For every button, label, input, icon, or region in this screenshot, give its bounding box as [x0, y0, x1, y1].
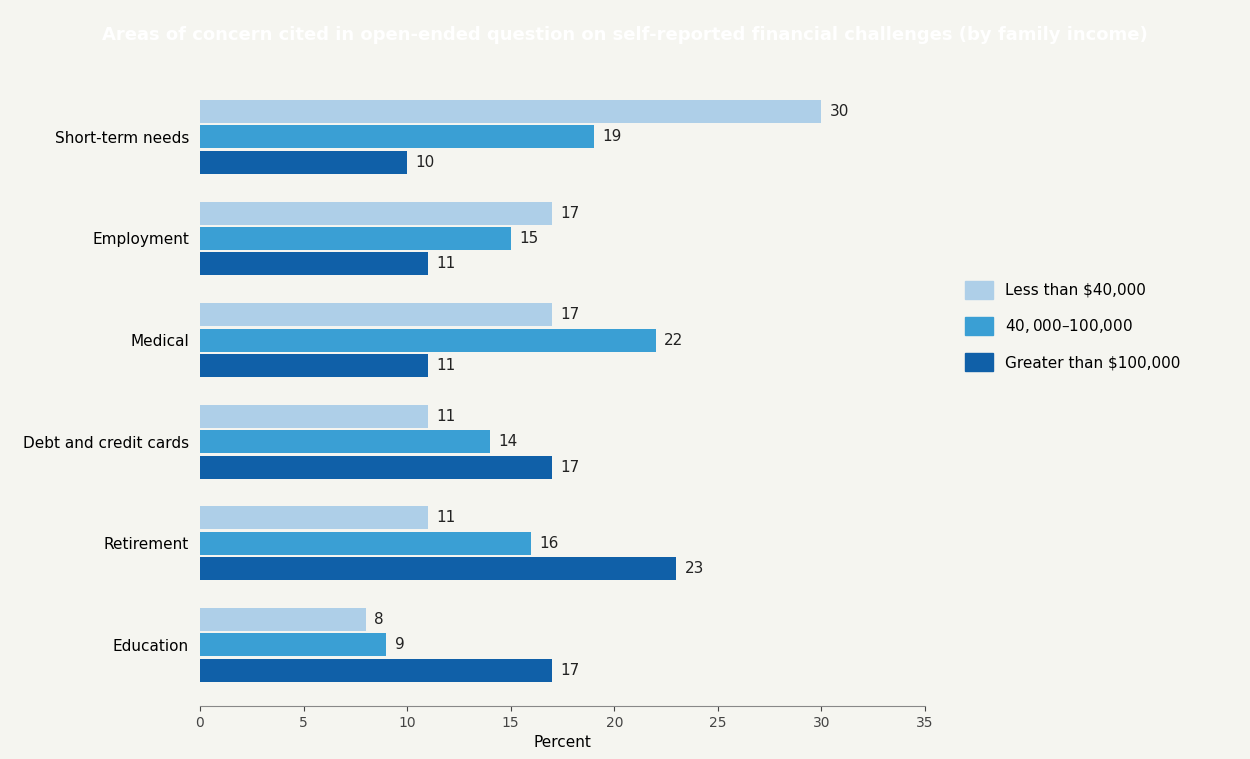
Text: 15: 15 — [519, 231, 539, 246]
Bar — [200, 532, 531, 555]
Bar — [200, 125, 594, 148]
Bar — [200, 253, 428, 276]
Text: 11: 11 — [436, 510, 455, 525]
Bar — [200, 634, 386, 657]
Text: 17: 17 — [560, 206, 580, 221]
Bar — [200, 608, 366, 631]
Bar — [200, 506, 428, 529]
Text: 8: 8 — [374, 612, 384, 627]
Text: 23: 23 — [685, 561, 704, 576]
Text: 11: 11 — [436, 257, 455, 272]
Bar — [200, 455, 552, 478]
Bar — [200, 430, 490, 453]
Legend: Less than $40,000, $40,000–$100,000, Greater than $100,000: Less than $40,000, $40,000–$100,000, Gre… — [958, 273, 1188, 379]
Bar — [200, 329, 656, 351]
Bar — [200, 659, 552, 682]
X-axis label: Percent: Percent — [534, 735, 591, 750]
Bar — [200, 304, 552, 326]
Bar — [200, 557, 676, 580]
Text: 17: 17 — [560, 307, 580, 322]
Text: 22: 22 — [664, 332, 684, 348]
Text: 17: 17 — [560, 460, 580, 474]
Bar — [200, 100, 821, 123]
Bar — [200, 202, 552, 225]
Bar — [200, 151, 408, 174]
Bar — [200, 227, 511, 250]
Text: 11: 11 — [436, 409, 455, 424]
Text: Areas of concern cited in open-ended question on self-reported financial challen: Areas of concern cited in open-ended que… — [102, 27, 1148, 45]
Text: 14: 14 — [499, 434, 518, 449]
Text: 11: 11 — [436, 358, 455, 373]
Bar — [200, 354, 428, 377]
Text: 10: 10 — [415, 155, 435, 170]
Text: 16: 16 — [540, 536, 559, 551]
Text: 19: 19 — [601, 129, 621, 144]
Text: 17: 17 — [560, 663, 580, 678]
Text: 9: 9 — [395, 638, 405, 653]
Bar — [200, 405, 428, 428]
Text: 30: 30 — [830, 104, 849, 119]
